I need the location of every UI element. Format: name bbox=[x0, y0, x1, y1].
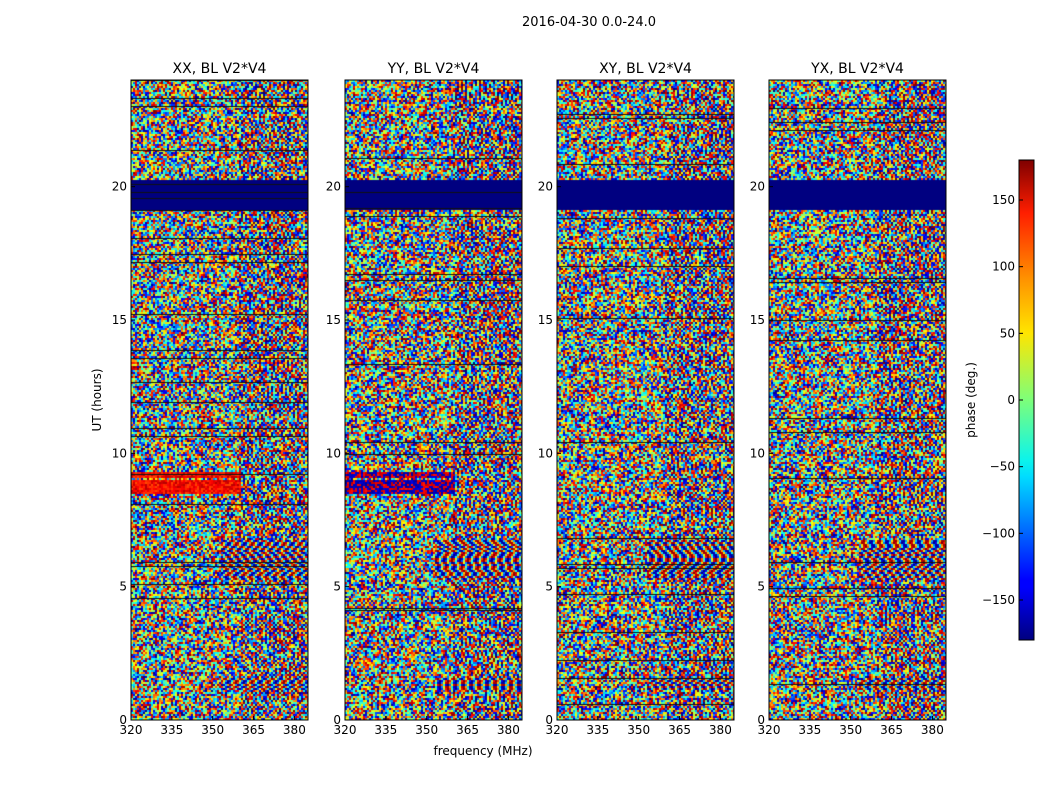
y-tick-label: 10 bbox=[538, 446, 553, 460]
figure-xlabel: frequency (MHz) bbox=[433, 744, 532, 758]
colorbar-tick-label: 0 bbox=[1007, 393, 1015, 407]
x-tick-label: 320 bbox=[546, 723, 569, 737]
x-tick-label: 380 bbox=[921, 723, 944, 737]
colorbar: −150 −100 −50 0 50 100 150 phase (deg.) bbox=[964, 159, 1035, 641]
x-tick-label: 350 bbox=[839, 723, 862, 737]
panel-heatmap bbox=[557, 80, 734, 720]
y-tick-label: 0 bbox=[757, 713, 765, 727]
panel-frame bbox=[556, 79, 735, 721]
y-tick-label: 0 bbox=[333, 713, 341, 727]
y-tick-label: 20 bbox=[112, 180, 127, 194]
y-tick-label: 15 bbox=[112, 313, 127, 327]
panel-4: YX, BL V2*V4 320 335 350 365 380 0 5 10 15 20 bbox=[750, 61, 947, 737]
y-tick-label: 0 bbox=[119, 713, 127, 727]
y-tick-label: 10 bbox=[326, 446, 341, 460]
x-tick-label: 380 bbox=[709, 723, 732, 737]
panel-frame bbox=[768, 79, 947, 721]
y-tick-label: 5 bbox=[119, 580, 127, 594]
y-tick-label: 20 bbox=[326, 180, 341, 194]
x-tick-label: 365 bbox=[456, 723, 479, 737]
y-tick-label: 5 bbox=[545, 580, 553, 594]
x-tick-label: 350 bbox=[415, 723, 438, 737]
x-tick-label: 380 bbox=[283, 723, 306, 737]
panel-heatmap bbox=[769, 80, 946, 720]
y-tick-label: 15 bbox=[538, 313, 553, 327]
panel-heatmap bbox=[131, 80, 308, 720]
panel-heatmap bbox=[345, 80, 522, 720]
x-tick-label: 320 bbox=[120, 723, 143, 737]
y-tick-label: 5 bbox=[333, 580, 341, 594]
y-tick-label: 10 bbox=[750, 446, 765, 460]
colorbar-label: phase (deg.) bbox=[964, 362, 978, 438]
colorbar-tick-label: −50 bbox=[990, 460, 1015, 474]
x-tick-label: 350 bbox=[627, 723, 650, 737]
panel-frame bbox=[344, 79, 523, 721]
x-tick-label: 365 bbox=[880, 723, 903, 737]
colorbar-tick-label: 50 bbox=[1000, 326, 1015, 340]
colorbar-tick-label: 100 bbox=[992, 260, 1015, 274]
panel-title: XX, BL V2*V4 bbox=[173, 61, 267, 77]
x-tick-label: 335 bbox=[586, 723, 609, 737]
colorbar-tick-label: −100 bbox=[982, 526, 1015, 540]
panel-title: YY, BL V2*V4 bbox=[387, 61, 480, 77]
y-tick-label: 5 bbox=[757, 580, 765, 594]
panel-3: XY, BL V2*V4 320 335 350 365 380 0 5 10 15 20 bbox=[538, 61, 735, 737]
panel-frame bbox=[130, 79, 309, 721]
y-tick-label: 20 bbox=[750, 180, 765, 194]
x-tick-label: 365 bbox=[668, 723, 691, 737]
x-tick-label: 320 bbox=[334, 723, 357, 737]
y-tick-label: 15 bbox=[750, 313, 765, 327]
y-tick-label: 20 bbox=[538, 180, 553, 194]
figure-ylabel: UT (hours) bbox=[90, 368, 104, 431]
x-tick-label: 365 bbox=[242, 723, 265, 737]
panel-2: YY, BL V2*V4 320 335 350 365 380 0 5 10 15 20 bbox=[326, 61, 523, 737]
colorbar-ticks: −150 −100 −50 0 50 100 150 bbox=[982, 193, 1023, 607]
panel-1: XX, BL V2*V4 320 335 350 365 380 0 5 10 15 20 bbox=[112, 61, 309, 737]
y-tick-label: 10 bbox=[112, 446, 127, 460]
x-tick-label: 350 bbox=[201, 723, 224, 737]
y-tick-label: 0 bbox=[545, 713, 553, 727]
x-tick-label: 335 bbox=[374, 723, 397, 737]
x-tick-label: 335 bbox=[160, 723, 183, 737]
y-tick-label: 15 bbox=[326, 313, 341, 327]
x-tick-label: 380 bbox=[497, 723, 520, 737]
colorbar-tick-label: −150 bbox=[982, 593, 1015, 607]
x-tick-label: 320 bbox=[758, 723, 781, 737]
figure-suptitle: 2016-04-30 0.0-24.0 bbox=[522, 15, 656, 30]
panel-title: YX, BL V2*V4 bbox=[810, 61, 904, 77]
colorbar-tick-label: 150 bbox=[992, 193, 1015, 207]
panel-title: XY, BL V2*V4 bbox=[599, 61, 692, 77]
x-tick-label: 335 bbox=[798, 723, 821, 737]
